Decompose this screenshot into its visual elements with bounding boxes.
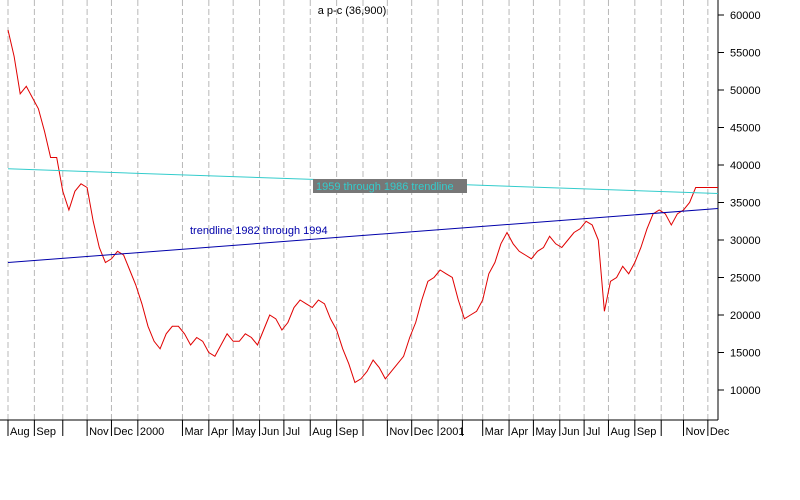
x-tick-label: Apr [211, 426, 228, 438]
x-tick-label: Jun [562, 426, 580, 438]
x-tick-label: Nov [89, 426, 109, 438]
x-ticks: Aug Sep Nov Dec 2000 Mar Apr May Jun Jul Aug Sep Nov… [7, 420, 730, 438]
y-tick-label: 20000 [730, 310, 761, 322]
y-tick-label: 40000 [730, 160, 761, 172]
x-tick-label: Mar [184, 426, 203, 438]
annotation-1959-1986-label: 1959 through 1986 trendline [316, 181, 454, 193]
x-tick-label: Mar [485, 426, 504, 438]
x-tick-label: Aug [610, 426, 630, 438]
x-tick-label: Dec [414, 426, 434, 438]
x-tick-label: Nov [686, 426, 706, 438]
price-series-line [7, 29, 718, 384]
x-tick-label: Sep [339, 426, 359, 438]
y-tick-label: 35000 [730, 198, 761, 210]
x-tick-label: Sep [36, 426, 56, 438]
y-tick-label: 55000 [730, 48, 761, 60]
trendline-1982-1994 [7, 208, 719, 263]
x-tick-label: Aug [10, 426, 30, 438]
x-tick-label: Dec [113, 426, 133, 438]
x-tick-label: Jul [286, 426, 300, 438]
annotation-background [313, 179, 467, 193]
x-tick-label: Aug [312, 426, 332, 438]
plot-background [0, 0, 718, 420]
annotations: 1959 through 1986 trendline trendline 198… [190, 179, 467, 237]
y-tick-label: 50000 [730, 85, 761, 97]
x-tick-label: May [235, 426, 256, 438]
x-tick-label: Sep [637, 426, 657, 438]
chart-title: a p-c (36,900) [318, 5, 386, 17]
axes [0, 0, 719, 421]
x-tick-label: Apr [511, 426, 528, 438]
x-tick-label: Nov [389, 426, 409, 438]
y-tick-label: 60000 [730, 10, 761, 22]
y-tick-label: 10000 [730, 385, 761, 397]
y-tick-label: 45000 [730, 123, 761, 135]
annotation-1982-1994-label: trendline 1982 through 1994 [190, 225, 328, 237]
x-tick-label: Jul [586, 426, 600, 438]
y-tick-label: 30000 [730, 235, 761, 247]
y-tick-label: 25000 [730, 273, 761, 285]
x-tick-label: May [535, 426, 556, 438]
y-ticks: 10000 15000 20000 25000 30000 35000 40000 45000… [718, 10, 761, 397]
x-tick-label: Jun [262, 426, 280, 438]
y-tick-label: 15000 [730, 348, 761, 360]
gridlines [7, 0, 709, 420]
x-tick-label: 2000 [140, 426, 164, 438]
x-tick-label: Dec [710, 426, 730, 438]
x-tick-label: 2001 [440, 426, 464, 438]
